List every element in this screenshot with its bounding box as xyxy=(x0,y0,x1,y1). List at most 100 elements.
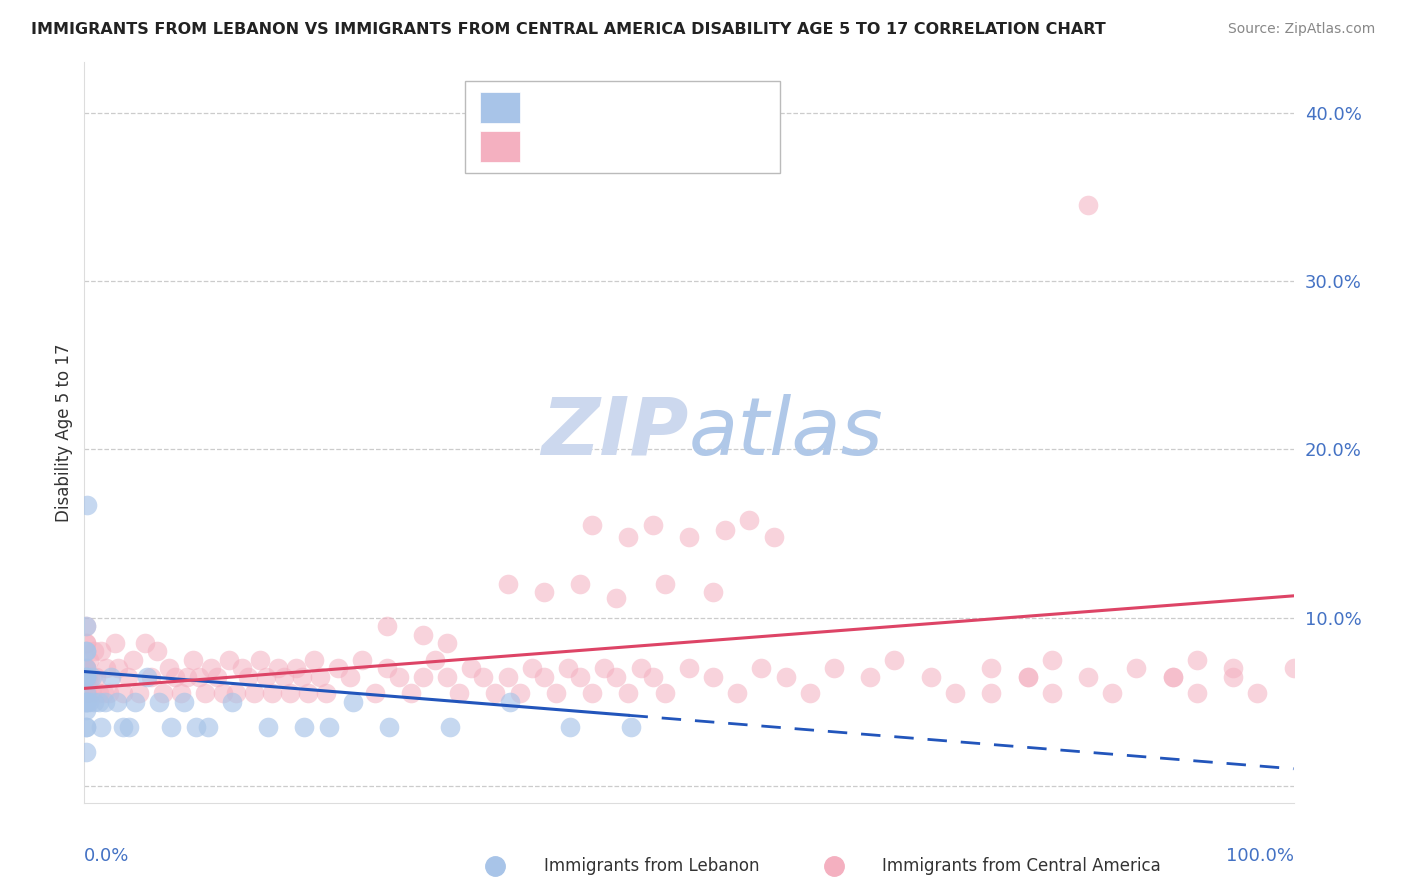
Point xyxy=(94,661,117,675)
Point xyxy=(75,670,97,684)
Point xyxy=(242,686,264,700)
Point xyxy=(75,636,97,650)
Point xyxy=(75,636,97,650)
Point xyxy=(533,670,555,684)
Point xyxy=(678,661,700,675)
Point xyxy=(139,670,162,684)
Text: N = 107: N = 107 xyxy=(665,138,745,156)
Point xyxy=(152,686,174,700)
Point xyxy=(157,661,180,675)
Point xyxy=(617,686,640,700)
Point xyxy=(160,720,183,734)
Point xyxy=(80,686,103,700)
Point xyxy=(920,670,942,684)
Point xyxy=(352,653,374,667)
Point xyxy=(569,670,592,684)
Point xyxy=(460,661,482,675)
Point xyxy=(980,661,1002,675)
Point xyxy=(725,686,748,700)
Point xyxy=(83,644,105,658)
Point xyxy=(533,585,555,599)
Point xyxy=(297,686,319,700)
Point xyxy=(75,686,97,700)
Point xyxy=(112,686,135,700)
Point xyxy=(1161,670,1184,684)
Point xyxy=(136,670,159,684)
Point xyxy=(284,661,308,675)
Point xyxy=(87,686,110,700)
Point xyxy=(436,636,458,650)
Point xyxy=(90,720,112,734)
Point xyxy=(75,619,97,633)
Point xyxy=(375,661,398,675)
Point xyxy=(617,530,640,544)
Point xyxy=(249,653,271,667)
Bar xyxy=(479,92,520,123)
Point xyxy=(181,653,204,667)
Point xyxy=(339,670,361,684)
Point xyxy=(121,653,143,667)
Point xyxy=(76,498,98,512)
Point xyxy=(254,670,277,684)
Point xyxy=(499,695,522,709)
Text: ZIP: ZIP xyxy=(541,393,689,472)
Point xyxy=(1185,686,1208,700)
Point xyxy=(77,670,100,684)
Text: Source: ZipAtlas.com: Source: ZipAtlas.com xyxy=(1227,22,1375,37)
Point xyxy=(520,661,543,675)
Point xyxy=(1125,661,1147,675)
Point xyxy=(449,686,471,700)
Bar xyxy=(479,131,520,162)
Point xyxy=(278,686,301,700)
Point xyxy=(569,577,592,591)
Point xyxy=(291,670,314,684)
Point xyxy=(439,720,461,734)
Point xyxy=(176,670,198,684)
Point xyxy=(318,720,340,734)
Point xyxy=(1017,670,1039,684)
Point xyxy=(93,686,115,700)
Point xyxy=(75,695,97,709)
Text: R = -0.175: R = -0.175 xyxy=(533,99,630,117)
Point xyxy=(654,577,676,591)
Point xyxy=(75,661,97,675)
Point xyxy=(342,695,364,709)
Point xyxy=(702,670,724,684)
Point xyxy=(257,720,280,734)
Point xyxy=(75,644,97,658)
Text: R =  0.320: R = 0.320 xyxy=(533,138,628,156)
Point xyxy=(1222,661,1244,675)
Point xyxy=(212,686,235,700)
Point xyxy=(620,720,643,734)
Point xyxy=(605,591,627,605)
Point xyxy=(107,661,129,675)
Point xyxy=(87,695,110,709)
Point xyxy=(100,670,122,684)
Point xyxy=(544,686,567,700)
Point xyxy=(225,686,247,700)
Point xyxy=(375,619,398,633)
Point xyxy=(702,585,724,599)
Point xyxy=(678,530,700,544)
Point xyxy=(883,653,905,667)
Point xyxy=(1185,653,1208,667)
Point xyxy=(412,627,434,641)
Point xyxy=(75,661,97,675)
Point xyxy=(294,720,316,734)
Point xyxy=(86,670,108,684)
Point xyxy=(273,670,295,684)
Point xyxy=(267,661,290,675)
Point xyxy=(75,720,97,734)
Point xyxy=(1101,686,1123,700)
Point xyxy=(97,686,120,700)
Point xyxy=(75,661,97,675)
Point xyxy=(388,670,411,684)
Point xyxy=(412,670,434,684)
Point xyxy=(75,619,97,633)
Point xyxy=(221,695,243,709)
Point xyxy=(134,636,156,650)
Point xyxy=(1077,670,1099,684)
Point xyxy=(605,670,627,684)
Point xyxy=(75,678,97,692)
Point xyxy=(146,644,169,658)
